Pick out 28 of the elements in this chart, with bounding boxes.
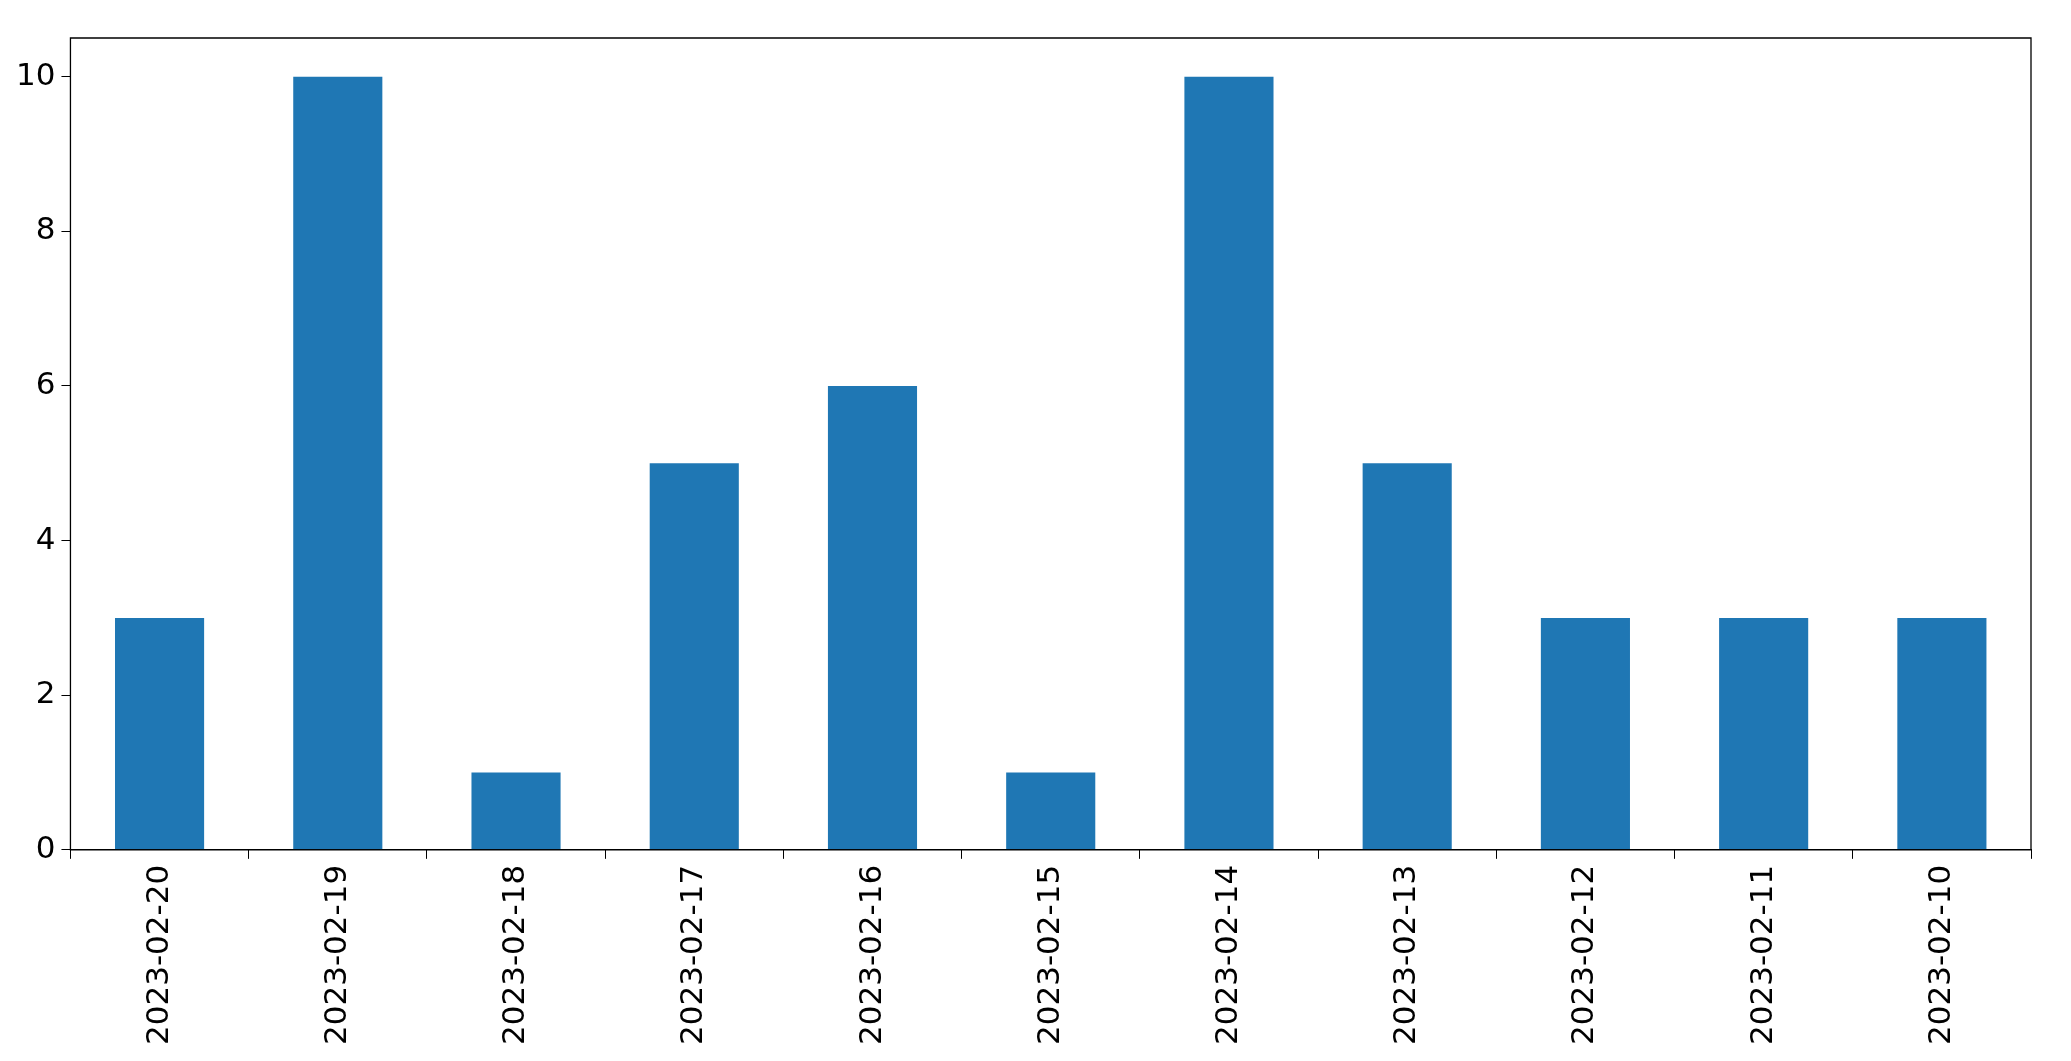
bar [1184,76,1274,850]
y-tick-label: 6 [35,364,56,401]
bar [471,772,561,850]
y-tick-label: 2 [35,674,56,711]
x-tick-label: 2023-02-10 [1920,864,1957,1046]
y-tick-label: 0 [35,828,56,865]
bar [827,385,918,850]
x-tick-label: 2023-02-20 [138,864,175,1046]
x-tick-label: 2023-02-19 [316,864,353,1046]
x-tick-label: 2023-02-13 [1386,864,1423,1046]
y-tick-label: 4 [35,519,56,556]
bar [1006,772,1096,850]
bar [1897,617,1987,850]
bar [649,463,739,850]
x-tick-label: 2023-02-11 [1742,864,1779,1046]
y-tick-label: 10 [15,55,56,92]
y-tick-label: 8 [35,210,56,247]
bar [115,617,205,850]
bar [293,76,383,850]
x-tick-label: 2023-02-17 [673,864,710,1046]
x-tick-label: 2023-02-16 [851,864,888,1046]
x-tick-label: 2023-02-18 [495,864,532,1046]
bar [1540,617,1630,850]
x-tick-label: 2023-02-15 [1029,864,1066,1046]
bar [1719,617,1809,850]
bar [1362,463,1452,850]
x-tick-label: 2023-02-14 [1208,864,1244,1046]
x-tick-label: 2023-02-12 [1564,864,1601,1046]
